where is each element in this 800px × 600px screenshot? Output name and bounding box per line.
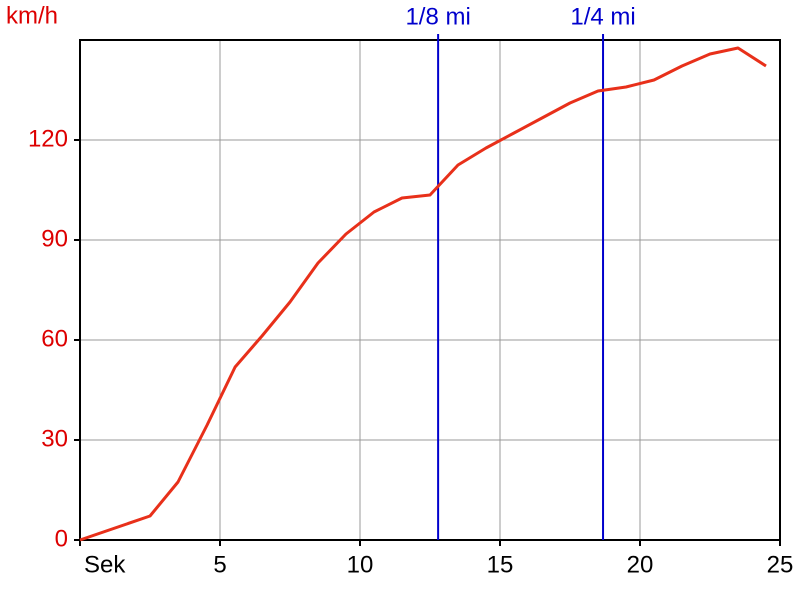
y-tick-label: 30 (41, 425, 68, 452)
x-tick-label: 25 (767, 551, 794, 578)
y-axis-label: km/h (6, 2, 58, 29)
x-tick-label: 20 (627, 551, 654, 578)
x-tick-label: 5 (213, 551, 226, 578)
speed-line (79, 46, 767, 542)
distance-marker-label: 1/4 mi (570, 3, 635, 30)
x-tick-label: 10 (347, 551, 374, 578)
plot-frame (79, 39, 781, 541)
y-tick-label: 0 (55, 525, 68, 552)
x-tick-label: Sek (84, 551, 126, 578)
y-tick-label: 90 (41, 225, 68, 252)
y-tick-label: 60 (41, 325, 68, 352)
distance-marker-label: 1/8 mi (405, 3, 470, 30)
y-tick-label: 120 (28, 125, 68, 152)
x-tick-label: 15 (487, 551, 514, 578)
